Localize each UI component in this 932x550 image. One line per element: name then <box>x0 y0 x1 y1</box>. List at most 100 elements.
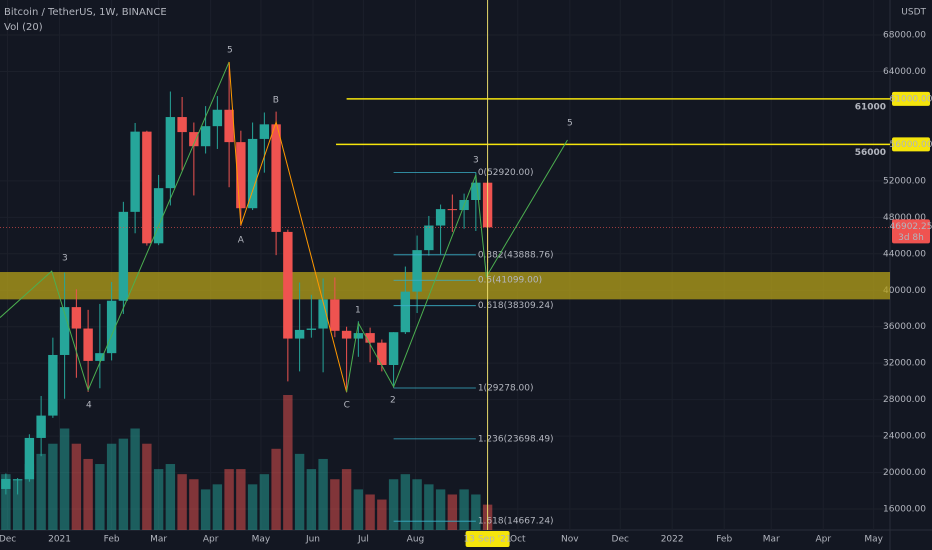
volume-bar <box>247 484 258 530</box>
candle-body <box>447 209 458 211</box>
volume-bar <box>189 479 199 530</box>
y-tick-label: 64000.00 <box>883 67 926 77</box>
volume-bar <box>377 499 387 530</box>
currency: USDT <box>901 8 926 18</box>
fib-label: 0.5(41099.00) <box>478 276 542 286</box>
x-tick-label: Dec <box>612 535 629 545</box>
candle-body <box>259 124 270 139</box>
y-tick-label: 16000.00 <box>883 505 926 515</box>
volume-bar <box>294 453 305 530</box>
volume-bar <box>130 428 140 530</box>
y-tick-label: 28000.00 <box>883 395 926 405</box>
x-tick-label: May <box>252 535 271 545</box>
x-tick-label: Jun <box>305 535 320 545</box>
y-tick-label: 44000.00 <box>883 249 926 259</box>
volume-bar <box>330 479 340 530</box>
x-tick-label: May <box>864 535 883 545</box>
volume-bar <box>212 484 223 530</box>
candle-body <box>424 225 434 251</box>
wave-line <box>346 139 568 393</box>
x-tick-label: 2022 <box>661 535 684 545</box>
volume-bar <box>12 479 23 530</box>
candle-body <box>471 182 481 201</box>
level-label: 61000 <box>855 102 886 112</box>
level-price-label: 61000.00 <box>890 94 932 104</box>
candle-body <box>59 307 70 355</box>
volume-bar <box>95 464 105 530</box>
wave-line <box>0 61 230 392</box>
y-tick-label: 52000.00 <box>883 176 926 186</box>
candle-body <box>224 109 234 143</box>
wave-label: 4 <box>86 401 92 411</box>
wave-label: C <box>344 401 350 411</box>
volume-bar <box>459 489 469 530</box>
candle-body <box>412 250 422 292</box>
level-price-label: 56000.00 <box>890 140 932 150</box>
volume-bar <box>388 479 399 530</box>
wave-label: A <box>238 236 245 246</box>
wave-label: 1 <box>355 306 361 316</box>
x-tick-label: Feb <box>104 535 120 545</box>
y-tick-label: 20000.00 <box>883 468 926 478</box>
crosshair-box <box>465 531 510 547</box>
volume-bar <box>283 395 293 530</box>
volume-title: Vol (20) <box>4 22 43 33</box>
candle-body <box>1 478 11 489</box>
candle-body <box>400 291 411 333</box>
volume-bar <box>24 464 35 530</box>
fib-label: 1(29278.00) <box>478 383 534 393</box>
x-tick-label: Aug <box>407 535 425 545</box>
volume-bar <box>412 479 422 530</box>
candle-body <box>283 231 293 339</box>
x-tick-label: Feb <box>716 535 732 545</box>
volume-bar <box>306 469 317 530</box>
candle-body <box>48 354 58 416</box>
candle-body <box>142 131 152 244</box>
x-tick-label: Apr <box>815 535 831 545</box>
candle-body <box>377 342 387 366</box>
candle-body <box>71 307 82 329</box>
candle-body <box>200 126 211 147</box>
last-price-box <box>892 219 930 244</box>
x-tick-label: Oct <box>510 535 526 545</box>
x-tick-label: Nov <box>561 535 579 545</box>
y-tick-label: 40000.00 <box>883 286 926 296</box>
last-price-label: 46902.25 <box>890 222 932 232</box>
candle-body <box>189 132 199 147</box>
level-price-box <box>892 91 930 106</box>
volume-bar <box>36 453 46 530</box>
candle-body <box>271 124 281 232</box>
candle-body <box>177 117 187 133</box>
candle-body <box>24 437 35 480</box>
candle-body <box>341 330 352 339</box>
volume-bar <box>165 464 176 530</box>
volume-bar <box>200 489 211 530</box>
wave-label: 5 <box>567 118 573 128</box>
wave-label: 5 <box>227 46 233 56</box>
x-tick-label: Mar <box>763 535 780 545</box>
candle-body <box>236 142 246 209</box>
candle-body <box>247 138 258 209</box>
volume-bar <box>424 484 434 530</box>
fib-label: 0.382(43888.76) <box>478 250 554 260</box>
y-tick-label: 36000.00 <box>883 322 926 332</box>
volume-bar <box>353 489 364 530</box>
volume-bar <box>177 474 187 530</box>
wave-line <box>228 61 348 393</box>
x-tick-label: 2021 <box>48 535 71 545</box>
chart-title: Bitcoin / TetherUS, 1W, BINANCE <box>4 7 167 18</box>
volume-bar <box>318 458 328 530</box>
candle-body <box>130 131 140 212</box>
volume-bar <box>83 458 93 530</box>
fib-label: 1.618(14667.24) <box>478 517 554 527</box>
countdown-label: 3d 8h <box>898 233 924 243</box>
wave-label: B <box>273 96 279 106</box>
volume-bar <box>447 494 458 530</box>
x-tick-label: Apr <box>203 535 219 545</box>
volume-bar <box>224 469 234 530</box>
crosshair-label: 13 Sep '21 <box>464 535 512 545</box>
volume-bar <box>1 474 11 530</box>
volume-bar <box>259 474 270 530</box>
volume-bar <box>153 469 164 530</box>
y-tick-label: 48000.00 <box>883 213 926 223</box>
